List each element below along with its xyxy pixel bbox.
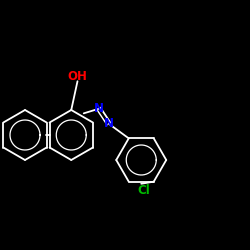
Text: N: N <box>94 102 104 115</box>
Text: Cl: Cl <box>138 184 150 196</box>
Text: OH: OH <box>68 70 87 83</box>
Text: N: N <box>104 117 114 130</box>
